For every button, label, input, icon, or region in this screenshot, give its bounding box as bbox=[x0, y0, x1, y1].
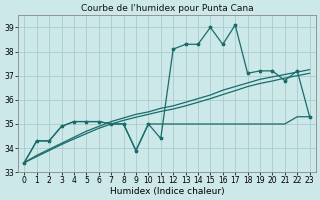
X-axis label: Humidex (Indice chaleur): Humidex (Indice chaleur) bbox=[110, 187, 224, 196]
Title: Courbe de l'humidex pour Punta Cana: Courbe de l'humidex pour Punta Cana bbox=[81, 4, 253, 13]
